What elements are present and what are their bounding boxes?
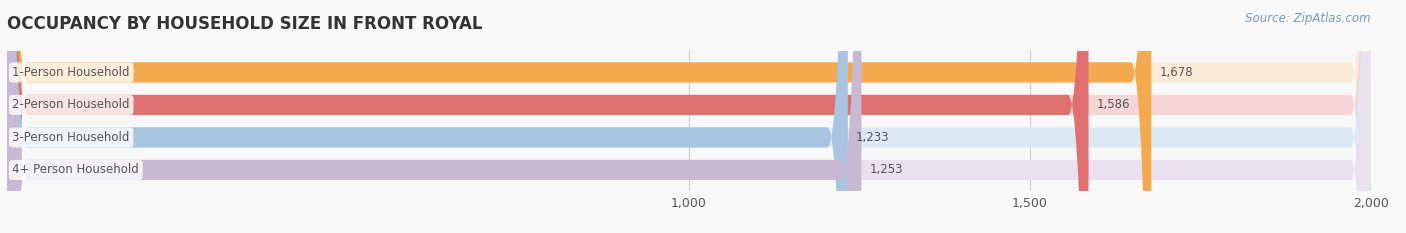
Text: 1,586: 1,586 <box>1097 98 1130 111</box>
Text: 2-Person Household: 2-Person Household <box>13 98 129 111</box>
FancyBboxPatch shape <box>7 0 1371 233</box>
FancyBboxPatch shape <box>7 0 1371 233</box>
Text: 1,233: 1,233 <box>856 131 890 144</box>
FancyBboxPatch shape <box>7 0 1152 233</box>
Text: 4+ Person Household: 4+ Person Household <box>13 163 139 176</box>
Text: 1,678: 1,678 <box>1160 66 1194 79</box>
Text: 3-Person Household: 3-Person Household <box>13 131 129 144</box>
FancyBboxPatch shape <box>7 0 848 233</box>
Text: 1-Person Household: 1-Person Household <box>13 66 129 79</box>
FancyBboxPatch shape <box>7 0 1088 233</box>
Text: 1,253: 1,253 <box>870 163 903 176</box>
Text: Source: ZipAtlas.com: Source: ZipAtlas.com <box>1246 12 1371 25</box>
FancyBboxPatch shape <box>7 0 862 233</box>
FancyBboxPatch shape <box>7 0 1371 233</box>
FancyBboxPatch shape <box>7 0 1371 233</box>
Text: OCCUPANCY BY HOUSEHOLD SIZE IN FRONT ROYAL: OCCUPANCY BY HOUSEHOLD SIZE IN FRONT ROY… <box>7 15 482 33</box>
